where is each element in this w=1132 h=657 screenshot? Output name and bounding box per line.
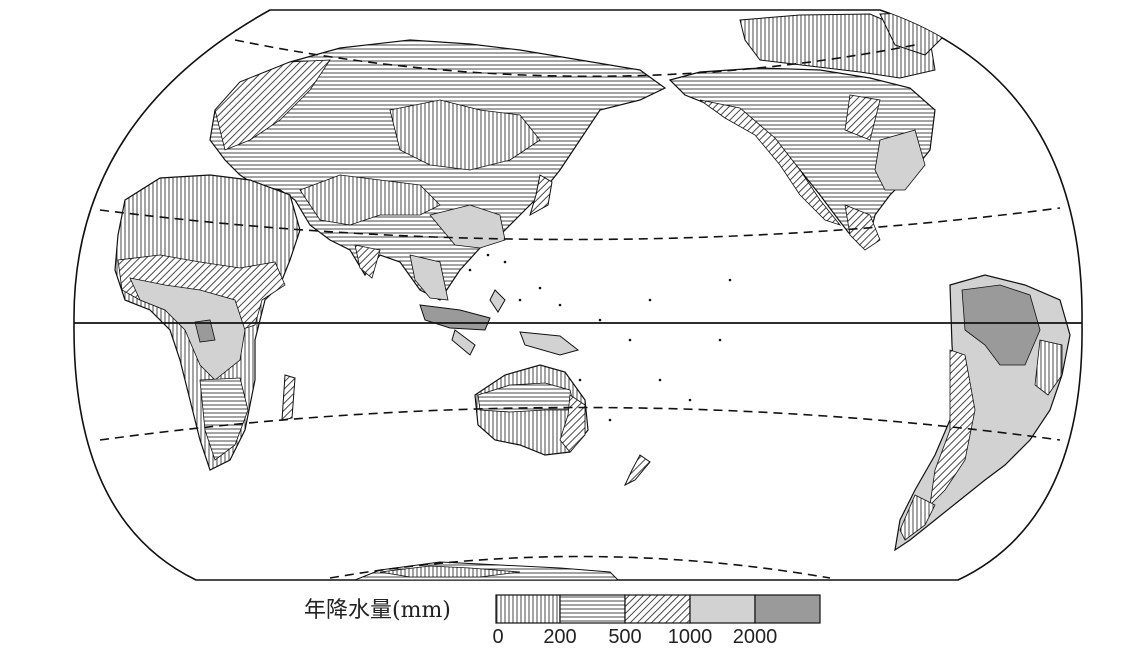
legend-swatch-over-2000 bbox=[754, 594, 821, 624]
legend-swatch-500-1000 bbox=[624, 594, 691, 624]
legend-tick-0: 0 bbox=[492, 626, 504, 648]
south-america-landmass bbox=[894, 274, 1071, 552]
legend-ticks: 0 200 500 1000 2000 bbox=[484, 626, 824, 654]
legend-tick-500: 500 bbox=[608, 626, 642, 648]
legend-tick-200: 200 bbox=[543, 626, 577, 648]
pacific-islands bbox=[468, 253, 732, 422]
legend-title: 年降水量(mm) bbox=[304, 598, 451, 623]
legend-swatch-0-200 bbox=[495, 594, 561, 624]
tropic-of-capricorn-line bbox=[99, 406, 1061, 441]
legend-tick-2000: 2000 bbox=[732, 626, 778, 648]
arctic-circle-line bbox=[234, 39, 916, 78]
legend-tick-1000: 1000 bbox=[667, 626, 713, 648]
north-america-landmass bbox=[668, 11, 951, 251]
legend-swatches bbox=[495, 594, 821, 624]
australia-landmass bbox=[474, 364, 651, 487]
legend-swatch-1000-2000 bbox=[689, 594, 756, 624]
legend-swatch-200-500 bbox=[559, 594, 626, 624]
tropic-of-cancer-line bbox=[99, 207, 1061, 241]
latitude-lines bbox=[74, 39, 1082, 579]
